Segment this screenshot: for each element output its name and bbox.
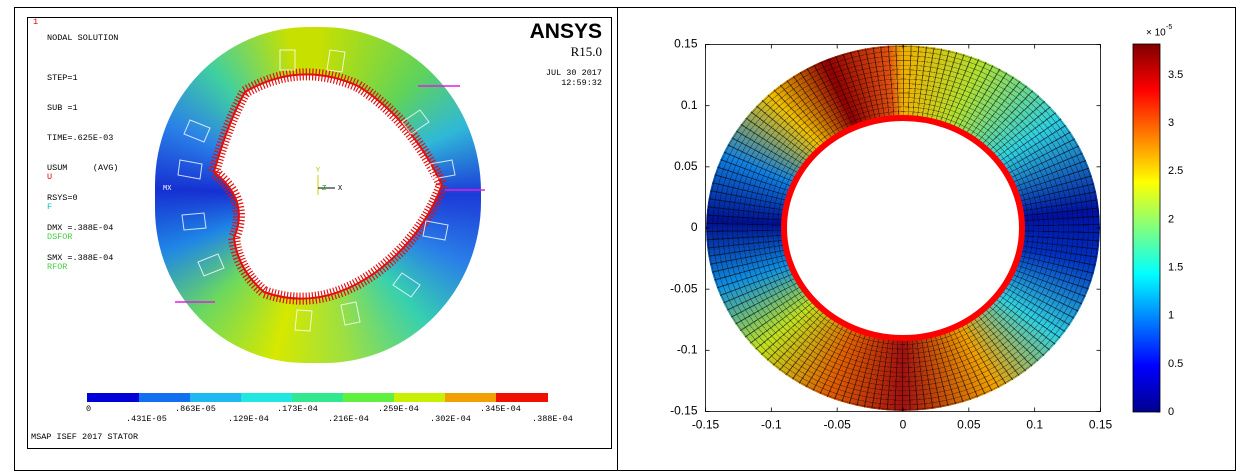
colorbar-label: .259E-04 (378, 404, 419, 414)
colorbar-tick-label: 1.5 (1168, 261, 1183, 273)
extreme-marker: MX (163, 185, 172, 193)
caption: MSAP ISEF 2017 STATOR (31, 432, 139, 442)
legend-entry: DSFOR (47, 232, 73, 242)
info-line: SMX =.388E-04 (47, 253, 114, 263)
y-tick-label: -0.05 (670, 281, 698, 295)
colorbar-tick-label: 3 (1168, 117, 1174, 129)
colorbar-tick-label: 2.5 (1168, 165, 1183, 177)
colorbar-tick-label: 1 (1168, 310, 1174, 322)
colorbar-band (496, 393, 548, 402)
result-title: NODAL SOLUTION (47, 33, 119, 43)
info-line: STEP=1 (47, 73, 78, 83)
colorbar-band (292, 393, 343, 402)
bore-force-ring (781, 115, 1025, 341)
y-tick-label: -0.15 (670, 404, 698, 418)
ansys-overlay: Y Z X MX (87, 49, 548, 402)
brand: ANSYS (529, 20, 602, 43)
legend-entry: U (47, 172, 53, 182)
y-tick-label: -0.1 (677, 343, 698, 357)
colorbar-label: .302E-04 (430, 414, 471, 424)
table-divider (617, 7, 618, 470)
ring-contour (706, 45, 1100, 411)
y-tick-label: 0.1 (681, 98, 698, 112)
x-tick-label: 0.1 (1026, 418, 1043, 432)
colorbar-label: .173E-04 (277, 404, 318, 414)
triad-label: Z (322, 185, 326, 193)
x-tick-label: 0.05 (957, 418, 981, 432)
ticks: -0.15 -0.1 -0.05 0 0.05 0.1 0.15 0.15 0.1 0.05 0 -0… (670, 37, 1183, 432)
colorbar-tick-label: 3.5 (1168, 69, 1183, 81)
y-tick-label: 0.05 (674, 159, 698, 173)
slot-outlines (177, 49, 456, 332)
info-line: SUB =1 (47, 103, 78, 113)
x-tick-label: -0.1 (761, 418, 782, 432)
colorbar-label: .216E-04 (328, 414, 369, 424)
x-tick-label: -0.05 (823, 418, 851, 432)
legend-entry: F (47, 202, 53, 212)
colorbar-label: .431E-05 (126, 414, 167, 424)
colorbar-band (139, 393, 190, 402)
triad-label: X (338, 185, 343, 193)
colorbar-band (87, 393, 139, 402)
colorbar-band (445, 393, 496, 402)
colorbar-label: .388E-04 (532, 414, 573, 424)
axes-box (705, 44, 1101, 412)
x-tick-label: 0 (900, 418, 907, 432)
colorbar-tick-label: 0.5 (1168, 358, 1183, 370)
colorbar-multiplier: × 10 (1146, 28, 1166, 39)
colorbar-band (190, 393, 241, 402)
bore-force-vectors (207, 68, 449, 305)
colorbar-tick-label: 0 (1168, 406, 1174, 418)
colorbar-band (394, 393, 445, 402)
y-tick-label: 0.15 (674, 37, 698, 51)
matlab-overlay: -0.15 -0.1 -0.05 0 0.05 0.1 0.15 0.15 0.1 0.05 0 -0… (670, 24, 1183, 432)
info-line: DMX =.388E-04 (47, 223, 114, 233)
x-tick-label: 0.15 (1089, 418, 1113, 432)
colorbar-exponent: -5 (1166, 24, 1172, 31)
y-tick-label: 0 (691, 220, 698, 234)
bore-outline (212, 73, 444, 300)
x-tick-label: -0.15 (692, 418, 720, 432)
time: 12:59:32 (561, 78, 602, 88)
triad-label: Y (316, 167, 321, 175)
colorbar-band (343, 393, 394, 402)
colorbar-band (241, 393, 292, 402)
info-line: RSYS=0 (47, 193, 78, 203)
ansys-frame (27, 17, 612, 449)
colorbar-label: .345E-04 (480, 404, 521, 414)
colorbar-label: .863E-05 (175, 404, 216, 414)
colorbar-label: 0 (86, 404, 92, 414)
symbol-legend: U F DSFOR RFOR (47, 152, 73, 292)
date: JUL 30 2017 (545, 68, 602, 78)
legend-entry: RFOR (47, 262, 68, 272)
ansys-colorbar (87, 393, 548, 402)
info-line: TIME=.625E-03 (47, 133, 114, 143)
version: R15.0 (570, 44, 602, 59)
table-frame (14, 7, 1236, 471)
info-line: USUM (AVG) (47, 163, 119, 173)
colorbar (1132, 43, 1161, 413)
window-number: 1 (33, 17, 39, 27)
colorbar-label: .129E-04 (228, 414, 269, 424)
result-info: STEP=1 SUB =1 TIME=.625E-03 USUM (AVG) R… (47, 53, 118, 283)
colorbar-tick-label: 2 (1168, 213, 1174, 225)
